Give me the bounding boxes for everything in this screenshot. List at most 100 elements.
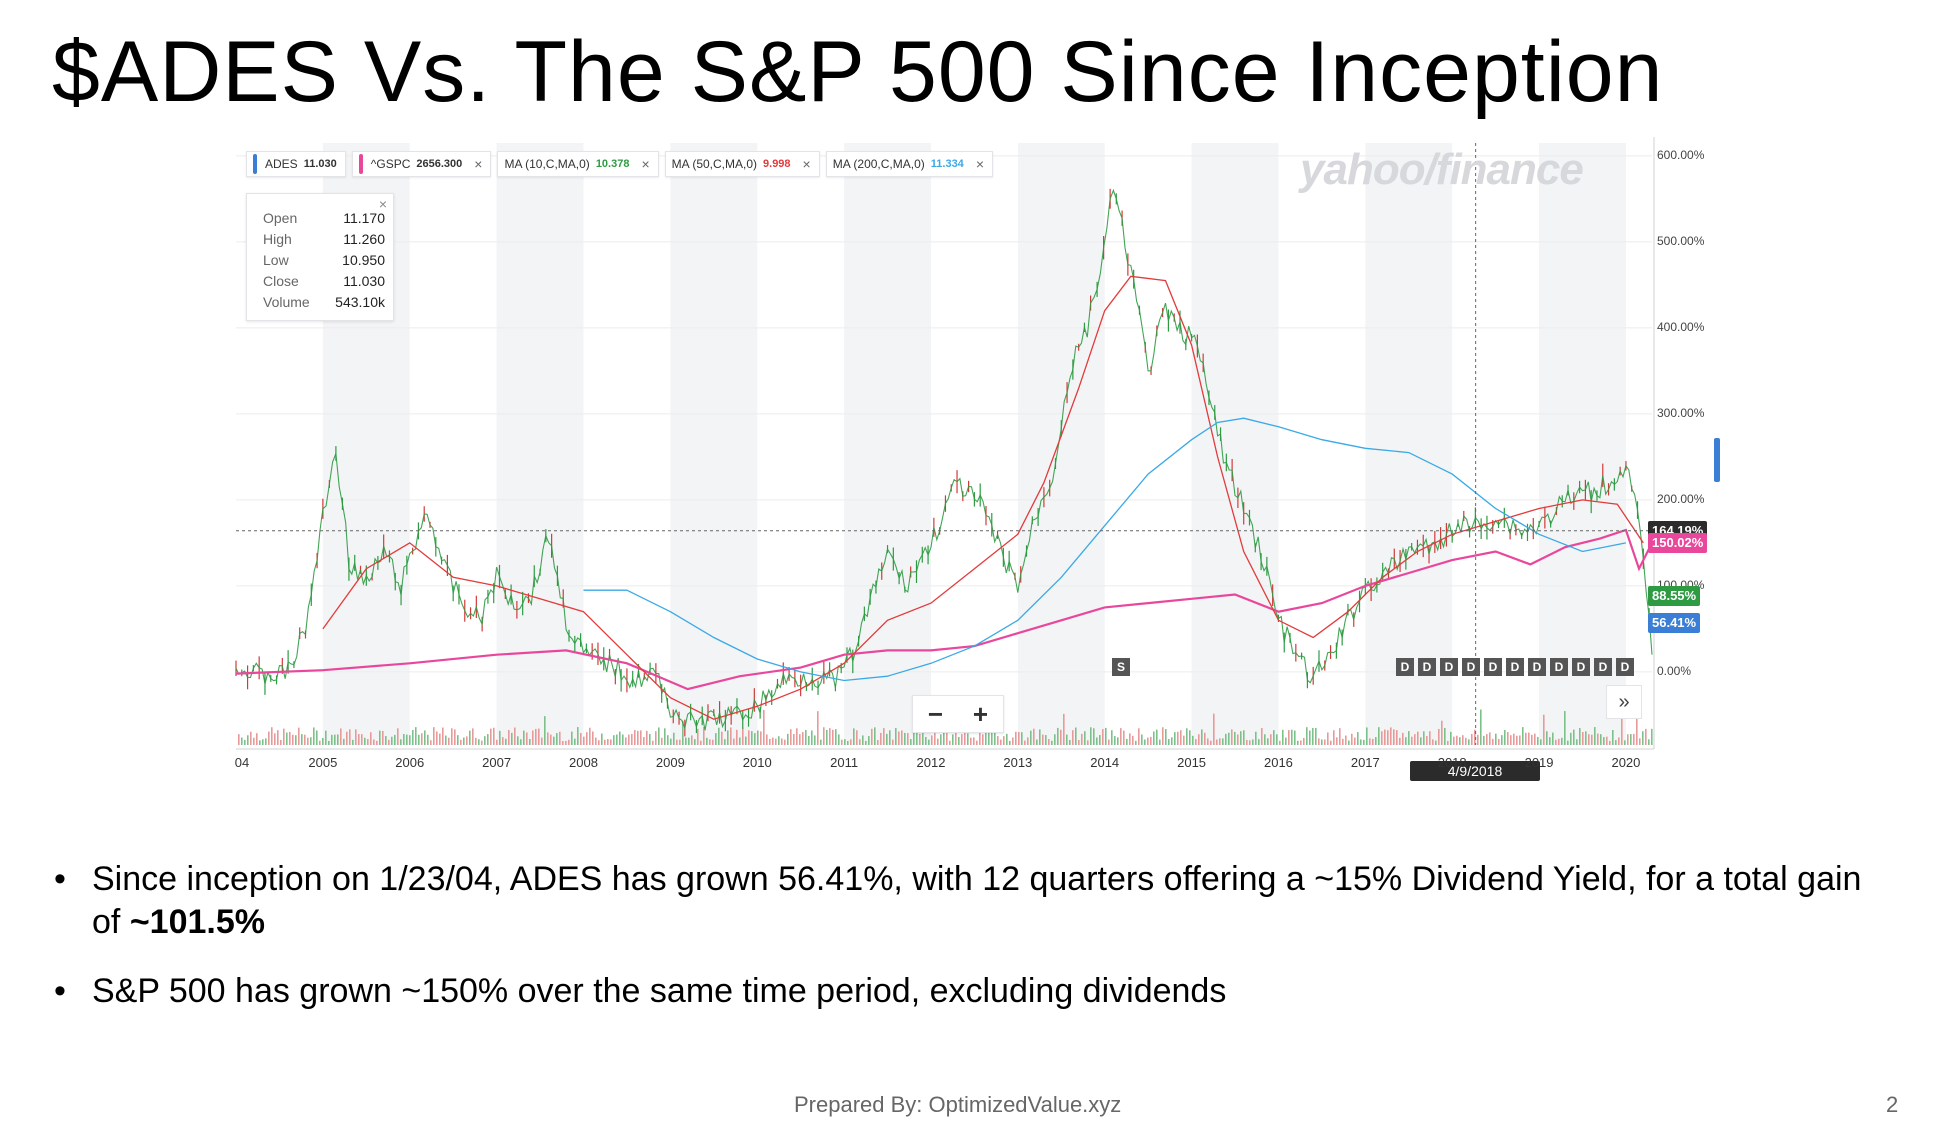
split-marker[interactable]: S — [1112, 658, 1130, 676]
volume-bar — [1537, 737, 1539, 745]
dividend-marker[interactable]: D — [1572, 658, 1590, 676]
volume-bar — [610, 739, 612, 745]
volume-bar — [835, 729, 837, 745]
remove-series-icon[interactable]: × — [641, 156, 650, 172]
volume-bar — [403, 734, 405, 745]
volume-bar — [244, 739, 246, 745]
bullet-list: • Since inception on 1/23/04, ADES has gr… — [54, 858, 1874, 1039]
volume-bar — [406, 734, 408, 745]
x-tick-label: 2010 — [742, 755, 772, 770]
volume-bar — [1594, 727, 1596, 745]
y-tick-label: 200.00% — [1657, 491, 1705, 506]
volume-bar — [1222, 738, 1224, 745]
volume-bar — [382, 730, 384, 745]
volume-bar — [889, 730, 891, 745]
volume-bar — [1528, 732, 1530, 745]
ohlc-row: Close 11.030 — [263, 271, 393, 292]
dividend-marker[interactable]: D — [1594, 658, 1612, 676]
volume-bar — [1159, 739, 1161, 745]
volume-bar — [856, 730, 858, 745]
volume-bar — [1438, 728, 1440, 745]
volume-bar — [1054, 734, 1056, 745]
dividend-marker[interactable]: D — [1528, 658, 1546, 676]
volume-bar — [823, 727, 825, 745]
legend-chip[interactable]: MA (200,C,MA,0) 11.334 × — [825, 151, 993, 177]
series-line-ades — [235, 188, 1653, 731]
legend-label: ^GSPC — [370, 157, 411, 171]
volume-bar — [1264, 734, 1266, 745]
volume-bar — [688, 737, 690, 745]
dividend-marker[interactable]: D — [1396, 658, 1414, 676]
close-icon[interactable]: × — [378, 196, 387, 212]
volume-bar — [577, 727, 579, 745]
dividend-marker[interactable]: D — [1506, 658, 1524, 676]
dividend-marker[interactable]: D — [1440, 658, 1458, 676]
volume-bar — [1480, 709, 1482, 745]
y-axis-scroll-handle[interactable] — [1714, 438, 1720, 482]
volume-bar — [616, 734, 618, 745]
year-band — [496, 143, 584, 745]
volume-bar — [1051, 740, 1053, 745]
dividend-marker[interactable]: D — [1484, 658, 1502, 676]
volume-bar — [1495, 733, 1497, 745]
remove-series-icon[interactable]: × — [474, 156, 483, 172]
zoom-in-button[interactable]: + — [972, 699, 989, 729]
volume-bar — [877, 740, 879, 745]
slide-title: $ADES Vs. The S&P 500 Since Inception — [52, 24, 1664, 120]
volume-bar — [598, 740, 600, 745]
x-tick-label: 2008 — [569, 755, 598, 770]
volume-bar — [658, 727, 660, 745]
volume-bar — [1234, 731, 1236, 745]
volume-bar — [1288, 730, 1290, 745]
bullet-item: • Since inception on 1/23/04, ADES has gr… — [54, 858, 1874, 944]
volume-bar — [541, 737, 543, 745]
year-band — [1539, 143, 1626, 745]
volume-bar — [1195, 739, 1197, 745]
volume-bar — [1216, 739, 1218, 745]
volume-bar — [547, 732, 549, 745]
x-tick-label: 2019 — [1524, 755, 1554, 770]
volume-bar — [1363, 739, 1365, 745]
dividend-marker[interactable]: D — [1616, 658, 1634, 676]
legend-chip[interactable]: ADES 11.030 — [246, 151, 346, 177]
volume-bar — [1543, 714, 1545, 745]
legend-chip[interactable]: ^GSPC 2656.300 × — [351, 151, 492, 177]
ohlc-row: Low 10.950 — [263, 250, 393, 271]
series-line-ma-10-c-ma-0 — [322, 275, 1644, 720]
volume-bar — [997, 736, 999, 745]
volume-bar — [1501, 735, 1503, 745]
volume-bar — [811, 730, 813, 745]
stock-chart[interactable]: yahoo/finance ADES 11.030 ^GSPC 2656.300 × MA… — [232, 133, 1720, 785]
volume-bar — [241, 737, 243, 745]
volume-bar — [895, 727, 897, 745]
volume-bar — [463, 737, 465, 745]
volume-bar — [1561, 737, 1563, 745]
dividend-marker[interactable]: D — [1418, 658, 1436, 676]
zoom-out-button[interactable]: − — [927, 699, 944, 729]
volume-bar — [1147, 737, 1149, 745]
remove-series-icon[interactable]: × — [802, 156, 811, 172]
legend-chip[interactable]: MA (50,C,MA,0) 9.998 × — [664, 151, 820, 177]
volume-bar — [1090, 727, 1092, 745]
volume-bar — [433, 727, 435, 745]
volume-bar — [736, 729, 738, 745]
dividend-marker[interactable]: D — [1550, 658, 1568, 676]
x-tick-label: 2020 — [1611, 755, 1641, 770]
volume-bar — [487, 734, 489, 745]
series-line-ma-200-c-ma-0 — [583, 417, 1627, 682]
volume-bar — [1012, 737, 1014, 745]
volume-bar — [1474, 729, 1476, 745]
volume-bar — [1510, 735, 1512, 745]
volume-bar — [1132, 735, 1134, 745]
volume-bar — [589, 727, 591, 745]
volume-bar — [1399, 737, 1401, 745]
x-tick-label: 2005 — [308, 755, 338, 770]
legend-chip[interactable]: MA (10,C,MA,0) 10.378 × — [497, 151, 659, 177]
remove-series-icon[interactable]: × — [975, 156, 984, 172]
dividend-marker[interactable]: D — [1462, 658, 1480, 676]
volume-bar — [1039, 729, 1041, 745]
volume-bar — [1300, 740, 1302, 745]
volume-bar — [550, 734, 552, 745]
scroll-forward-button[interactable]: » — [1606, 685, 1642, 719]
volume-bar — [706, 737, 708, 745]
